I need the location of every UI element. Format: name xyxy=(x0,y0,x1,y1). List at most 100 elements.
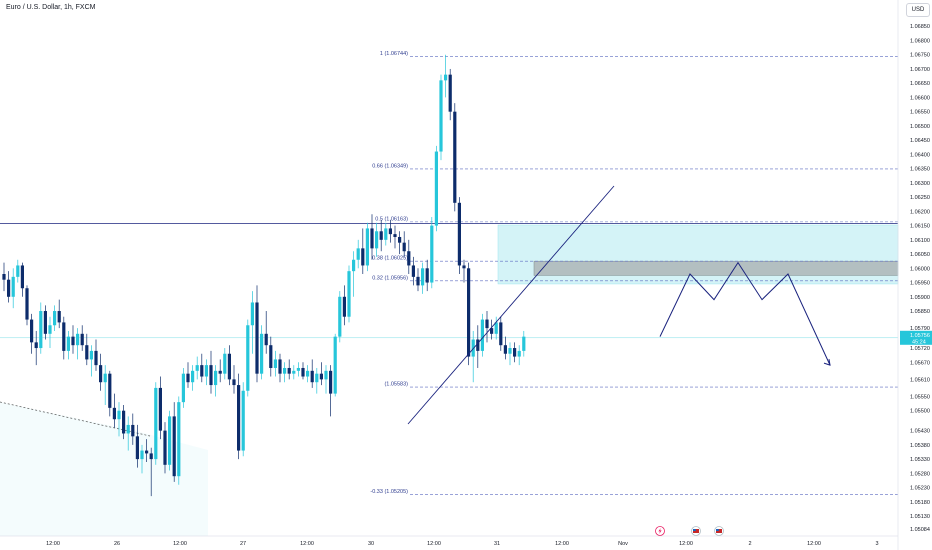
fib-label: 0.5 (1.06163) xyxy=(375,216,408,222)
y-tick-label: 1.06700 xyxy=(910,67,930,73)
candle-body xyxy=(388,228,392,235)
candle-body xyxy=(76,333,80,346)
candle-body xyxy=(218,370,222,374)
candle-body xyxy=(278,359,282,374)
candle-body xyxy=(494,322,498,334)
y-tick-label: 1.05180 xyxy=(910,500,930,506)
candle-body xyxy=(172,416,176,477)
candle-body xyxy=(2,274,6,280)
candle-body xyxy=(361,248,365,266)
x-tick-label: 12:00 xyxy=(46,541,60,547)
y-tick-label: 1.05850 xyxy=(910,309,930,315)
x-tick-label: 30 xyxy=(368,541,374,547)
candle-body xyxy=(140,450,144,460)
candle-body xyxy=(319,373,323,380)
candle-body xyxy=(365,228,369,266)
candle-body xyxy=(191,370,195,383)
candle-body xyxy=(490,328,494,334)
candles-layer xyxy=(2,54,526,497)
candle-body xyxy=(273,359,277,368)
y-tick-label: 1.06650 xyxy=(910,81,930,87)
x-tick-label: 27 xyxy=(240,541,246,547)
candle-body xyxy=(260,333,264,374)
y-tick-label: 1.05130 xyxy=(910,514,930,520)
x-tick-label: 31 xyxy=(494,541,500,547)
candle-body xyxy=(522,336,526,351)
candle-body xyxy=(347,271,351,317)
y-tick-label: 1.06300 xyxy=(910,181,930,187)
candle-body xyxy=(227,353,231,380)
candle-body xyxy=(154,387,158,460)
candle-body xyxy=(34,342,38,349)
candle-body xyxy=(181,373,185,403)
candle-body xyxy=(375,231,379,249)
candle-body xyxy=(85,345,89,360)
candle-body xyxy=(94,350,98,366)
candle-body xyxy=(232,379,236,386)
currency-button[interactable]: USD xyxy=(906,3,930,17)
candle-body xyxy=(338,296,342,337)
candle-body xyxy=(16,265,20,277)
candle-body xyxy=(135,436,139,460)
x-tick-label: 2 xyxy=(748,541,751,547)
y-tick-label: 1.06400 xyxy=(910,152,930,158)
flag-stripes xyxy=(716,529,722,533)
candle-body xyxy=(158,387,162,431)
y-tick-label: 1.05230 xyxy=(910,486,930,492)
candle-body xyxy=(379,231,383,240)
candle-body xyxy=(402,242,406,252)
y-tick-label: 1.05950 xyxy=(910,281,930,287)
candle-body xyxy=(352,259,356,272)
y-tick-label: 1.05330 xyxy=(910,457,930,463)
background-layer xyxy=(0,401,208,536)
ascending-trendline xyxy=(407,185,615,425)
candle-body xyxy=(384,228,388,240)
projection-arrow xyxy=(823,359,831,366)
chart-title: Euro / U.S. Dollar, 1h, FXCM xyxy=(6,4,96,11)
candle-body xyxy=(398,236,402,243)
candle-body xyxy=(237,385,241,451)
candle-body xyxy=(333,336,337,394)
us-flag-icon[interactable] xyxy=(714,526,724,536)
candle-body xyxy=(7,279,11,297)
us-flag-icon[interactable] xyxy=(691,526,701,536)
candle-body xyxy=(57,311,61,323)
lightning-icon[interactable] xyxy=(655,526,665,536)
candle-body xyxy=(48,325,52,334)
y-tick-label: 1.05380 xyxy=(910,443,930,449)
candle-body xyxy=(25,288,29,320)
candle-body xyxy=(53,311,57,326)
x-tick-label: 26 xyxy=(114,541,120,547)
candle-body xyxy=(430,225,434,283)
candle-body xyxy=(416,276,420,286)
y-tick-label: 1.05084 xyxy=(910,527,930,533)
candle-body xyxy=(62,322,66,351)
candle-body xyxy=(71,336,75,346)
y-tick-label: 1.05670 xyxy=(910,360,930,366)
candle-body xyxy=(296,367,300,371)
candle-body xyxy=(283,367,287,374)
candle-body xyxy=(476,339,480,351)
candle-body xyxy=(499,322,503,346)
candle-body xyxy=(122,410,126,434)
y-tick-label: 1.06050 xyxy=(910,252,930,258)
zones-layer xyxy=(497,224,899,285)
candle-body xyxy=(513,348,517,357)
candle-body xyxy=(117,410,121,420)
candle-body xyxy=(246,325,250,391)
candle-body xyxy=(292,370,296,374)
fib-label: 1 (1.06744) xyxy=(380,51,408,57)
flag-canton xyxy=(693,529,696,531)
candle-body xyxy=(89,350,93,360)
x-tick-label: 3 xyxy=(875,541,878,547)
y-tick-label: 1.06550 xyxy=(910,110,930,116)
candle-body xyxy=(393,234,397,237)
y-tick-label: 1.05550 xyxy=(910,394,930,400)
x-tick-label: Nov xyxy=(618,541,628,547)
candle-body xyxy=(186,373,190,383)
candle-body xyxy=(264,333,268,346)
candle-body xyxy=(356,248,360,260)
candle-body xyxy=(177,402,181,477)
candle-body xyxy=(66,336,70,351)
